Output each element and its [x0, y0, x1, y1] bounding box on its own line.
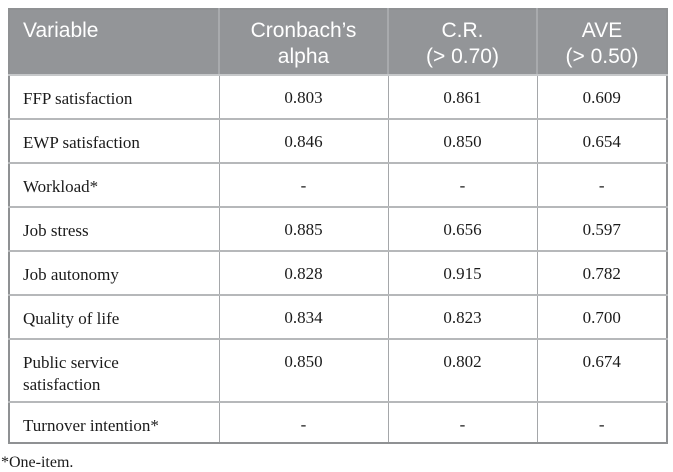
cell-ave: 0.597 [536, 206, 667, 251]
cell-variable: EWP satisfaction [9, 118, 219, 163]
cell-ave: 0.782 [536, 250, 667, 295]
cell-variable: Quality of life [9, 294, 219, 339]
header-label-line2: (> 0.70) [426, 45, 499, 68]
table-row: FFP satisfaction 0.803 0.861 0.609 [9, 75, 667, 119]
cell-ave: 0.609 [536, 75, 667, 119]
table-row: Workload* - - - [9, 162, 667, 207]
table-row: Quality of life 0.834 0.823 0.700 [9, 294, 667, 339]
header-label-line2: alpha [277, 45, 330, 68]
header-label: Cronbach’s [250, 19, 357, 42]
cell-variable: Workload* [9, 162, 219, 207]
cell-variable: Turnover intention* [9, 401, 219, 443]
cell-variable: Job stress [9, 206, 219, 251]
variable-label: Workload* [23, 177, 99, 196]
table-row: Public service satisfaction 0.850 0.802 … [9, 338, 667, 402]
header-cell-ave: AVE (> 0.50) [536, 9, 667, 76]
cell-cronbachs-alpha: 0.834 [218, 294, 388, 339]
cell-cronbachs-alpha: 0.850 [218, 338, 388, 402]
table-row: EWP satisfaction 0.846 0.850 0.654 [9, 118, 667, 163]
cell-ave: - [536, 162, 667, 207]
cell-cr: - [387, 401, 537, 443]
table-header: Variable Cronbach’s alpha C.R. (> 0.70) … [9, 9, 667, 76]
cell-variable: Job autonomy [9, 250, 219, 295]
cell-ave: 0.654 [536, 118, 667, 163]
variable-label: Turnover intention* [23, 416, 159, 435]
cell-cronbachs-alpha: 0.828 [218, 250, 388, 295]
cell-cronbachs-alpha: - [218, 401, 388, 443]
table-body: FFP satisfaction 0.803 0.861 0.609 EWP s… [9, 75, 667, 443]
cell-cr: 0.861 [387, 75, 537, 119]
header-cell-cr: C.R. (> 0.70) [387, 9, 537, 76]
variable-label: EWP satisfaction [23, 133, 140, 152]
cell-cronbachs-alpha: 0.803 [218, 75, 388, 119]
variable-label: FFP satisfaction [23, 89, 133, 108]
cell-cr: 0.656 [387, 206, 537, 251]
variable-label: Public service satisfaction [23, 353, 119, 394]
table-row: Job autonomy 0.828 0.915 0.782 [9, 250, 667, 295]
cell-variable: Public service satisfaction [9, 338, 219, 402]
cell-ave: - [536, 401, 667, 443]
header-cell-cronbachs-alpha: Cronbach’s alpha [218, 9, 388, 76]
table-row: Turnover intention* - - - [9, 401, 667, 443]
header-label-line2: (> 0.50) [565, 45, 639, 68]
cell-cr: - [387, 162, 537, 207]
header-label: C.R. [441, 19, 484, 42]
table-row: Job stress 0.885 0.656 0.597 [9, 206, 667, 251]
header-row: Variable Cronbach’s alpha C.R. (> 0.70) … [9, 9, 667, 76]
cell-ave: 0.700 [536, 294, 667, 339]
cell-cr: 0.823 [387, 294, 537, 339]
header-label: AVE [581, 19, 623, 42]
footnote: *One-item. [1, 454, 74, 471]
cell-cr: 0.802 [387, 338, 537, 402]
cell-cronbachs-alpha: - [218, 162, 388, 207]
cell-cronbachs-alpha: 0.885 [218, 206, 388, 251]
header-cell-variable: Variable [9, 9, 219, 76]
cell-ave: 0.674 [536, 338, 667, 402]
cell-variable: FFP satisfaction [9, 75, 219, 119]
variable-label: Quality of life [23, 309, 120, 328]
cell-cronbachs-alpha: 0.846 [218, 118, 388, 163]
variable-label: Job stress [23, 221, 89, 240]
reliability-validity-table: Variable Cronbach’s alpha C.R. (> 0.70) … [8, 8, 668, 444]
cell-cr: 0.850 [387, 118, 537, 163]
variable-label: Job autonomy [23, 265, 119, 284]
header-label: Variable [23, 19, 99, 42]
cell-cr: 0.915 [387, 250, 537, 295]
